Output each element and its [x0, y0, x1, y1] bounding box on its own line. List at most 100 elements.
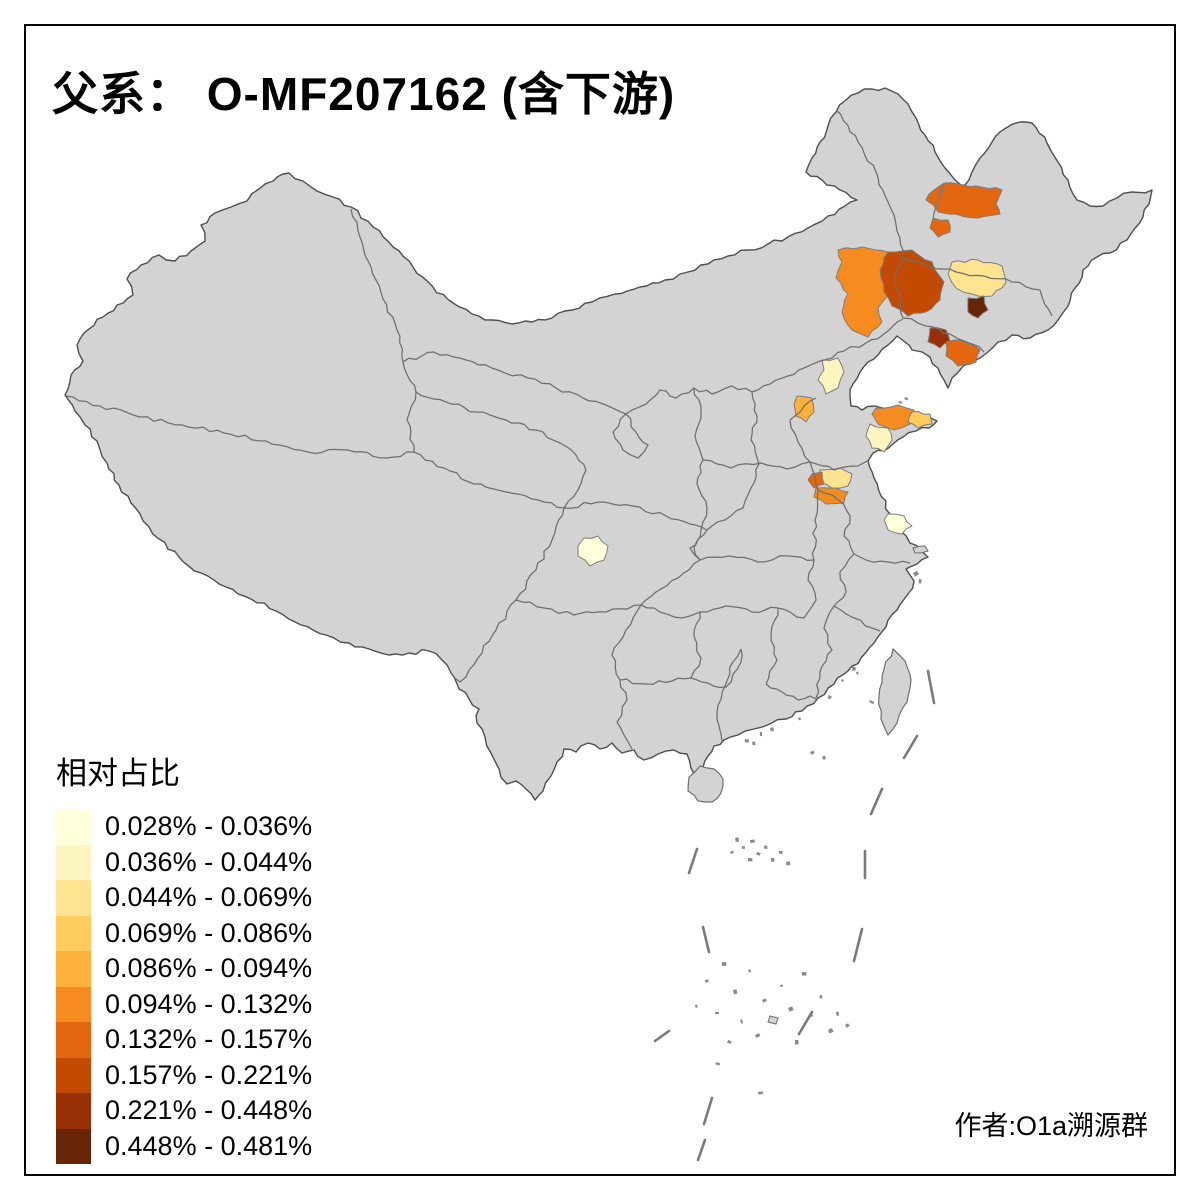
island-specks	[695, 397, 922, 1095]
island-speck	[836, 1011, 840, 1016]
legend-label: 0.132% - 0.157%	[105, 1024, 313, 1055]
island-speck	[759, 732, 763, 737]
island-speck	[750, 839, 755, 844]
province-border-line	[640, 559, 701, 606]
island-speck	[740, 1019, 744, 1024]
island-speck	[727, 1040, 732, 1044]
island-speck	[845, 1023, 850, 1028]
province-border-line	[789, 419, 811, 463]
province-border-line	[689, 529, 708, 561]
island-speck	[801, 971, 807, 976]
island-speck	[840, 679, 844, 683]
legend-row: 0.094% - 0.132%	[56, 986, 313, 1022]
legend-row: 0.086% - 0.094%	[56, 951, 312, 987]
map-region-northeast-heilongjiang-west	[925, 182, 1003, 238]
island-speck	[809, 750, 815, 755]
legend-row: 0.069% - 0.086%	[56, 915, 312, 951]
province-border-line	[402, 318, 904, 415]
sea-boundary-dash	[653, 1029, 671, 1043]
island-speck	[721, 962, 727, 966]
island-speck	[869, 700, 875, 705]
province-border-line	[865, 559, 911, 564]
island-speck	[715, 1011, 719, 1015]
province-border-line	[616, 679, 633, 750]
page-title: 父系： O-MF207162 (含下游)	[52, 68, 676, 120]
hainan-island	[687, 765, 724, 803]
province-border-line	[894, 257, 904, 319]
sea-boundary-dash	[702, 1096, 714, 1126]
island-speck	[779, 850, 783, 854]
island-speck	[819, 994, 823, 999]
map-region-shandong-east-tip	[907, 411, 933, 429]
island-speck	[852, 666, 856, 671]
map-region-jilin-west-pale	[947, 258, 1007, 297]
island-speck	[904, 397, 909, 401]
sea-boundary-dash	[902, 734, 919, 760]
island-speck	[761, 998, 767, 1003]
legend: 相对占比 0.028% - 0.036% 0.036% - 0.044% 0.044…	[56, 748, 312, 1164]
province-border-line	[835, 109, 904, 259]
legend-row: 0.044% - 0.069%	[56, 880, 312, 916]
legend-swatch	[56, 951, 91, 987]
island-speck	[787, 1006, 794, 1012]
province-border-line	[833, 553, 855, 607]
legend-label: 0.221% - 0.448%	[105, 1095, 313, 1126]
island-speck	[898, 401, 903, 404]
island-speck	[797, 717, 802, 721]
province-border-line	[706, 391, 760, 531]
legend-swatch	[56, 880, 91, 916]
legend-row: 0.036% - 0.044%	[56, 844, 312, 880]
province-border-line	[563, 501, 708, 531]
province-border-line	[702, 459, 811, 470]
legend-label: 0.094% - 0.132%	[105, 988, 313, 1019]
map-region-jiangsu-northwest-deep	[807, 471, 825, 489]
sea-boundary-dash	[687, 847, 699, 875]
legend-row: 0.221% - 0.448%	[56, 1093, 312, 1129]
province-border-line	[765, 683, 817, 701]
province-border-line	[690, 611, 702, 679]
map-region-shandong-northeast	[871, 404, 915, 431]
province-border-line	[699, 555, 815, 563]
province-border-line	[902, 317, 985, 353]
island-speck	[770, 727, 775, 732]
legend-swatch	[56, 1057, 91, 1093]
province-border-line	[809, 461, 819, 561]
legend-swatch	[56, 1022, 91, 1058]
legend-swatch	[56, 844, 91, 880]
island-speck	[913, 570, 919, 577]
island-speck	[827, 695, 832, 700]
island-speck	[715, 1062, 721, 1066]
island-speck	[855, 671, 859, 675]
province-border-line	[611, 604, 642, 681]
province-border-line	[803, 559, 817, 619]
legend-label: 0.086% - 0.094%	[105, 953, 313, 984]
island-speck	[828, 1028, 834, 1034]
province-borders	[65, 109, 1053, 750]
province-border-line	[612, 413, 649, 459]
island-speck	[785, 861, 791, 866]
province-border-line	[809, 460, 868, 471]
legend-swatch	[56, 1093, 91, 1129]
sea-boundary-dash	[797, 1010, 814, 1036]
map-region-beijing	[817, 357, 845, 395]
province-border-line	[902, 257, 1053, 317]
province-border-line	[817, 489, 867, 561]
province-border-line	[619, 677, 692, 686]
province-border-line	[65, 395, 414, 459]
legend-title: 相对占比	[56, 756, 180, 791]
island-speck	[770, 858, 775, 862]
province-border-line	[415, 391, 587, 509]
island-speck	[695, 1004, 698, 1008]
island-speck	[794, 1040, 799, 1045]
sea-boundary-dash	[701, 925, 711, 954]
island-speck	[756, 851, 761, 856]
chongming-island	[912, 545, 929, 554]
map-region-shandong-qingdao	[865, 423, 893, 453]
province-border-line	[640, 604, 701, 619]
author-credit: 作者:O1a溯源群	[954, 1111, 1148, 1141]
province-border-line	[350, 208, 417, 452]
map-region-jilin-central-darkest	[967, 295, 989, 319]
sea-boundary-dash	[696, 1138, 707, 1162]
legend-label: 0.157% - 0.221%	[105, 1059, 313, 1090]
